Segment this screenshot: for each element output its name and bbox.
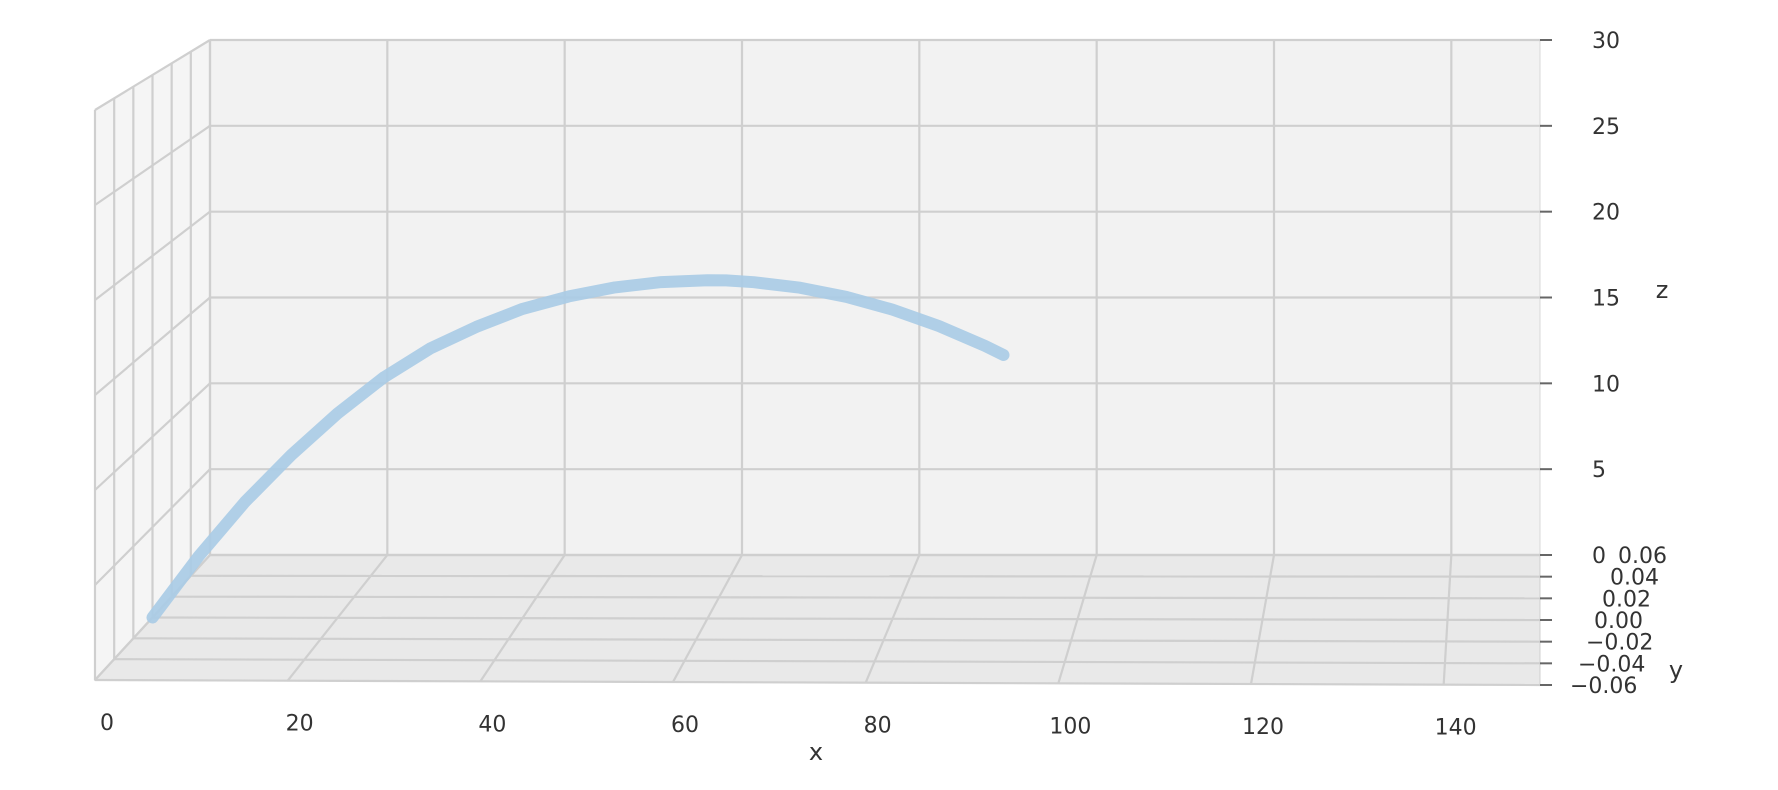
x-tick-label: 140 [1435,716,1477,741]
x-tick-label: 100 [1049,714,1091,739]
x-tick-label: 60 [671,713,699,738]
grid-line-y-floor [190,574,1541,578]
grid-line-y-floor [171,595,1541,600]
y-tick-label: −0.02 [1586,631,1653,656]
axes-panes [93,39,1541,686]
z-tick-label: 0 [1592,544,1606,569]
z-tick-label: 25 [1592,115,1620,140]
y-tick-label: −0.06 [1570,674,1637,699]
grid-line-y-floor [133,637,1541,643]
x-tick-label: 120 [1242,715,1284,740]
z-tick-label: 15 [1592,287,1620,312]
series-group [146,274,1010,624]
z-tick-label: 10 [1592,372,1620,397]
y-tick-label: −0.04 [1578,652,1645,677]
grid-line-y-floor [114,658,1541,665]
y-tick-label: 0.04 [1610,566,1659,591]
x-axis-label: x [809,738,823,766]
tick-labels: 0 20 40 60 80 100 120 140 0 5 10 15 20 25 30 −0.06−0.04… [100,29,1667,741]
x-tick-label: 80 [864,714,892,739]
x-tick-label: 40 [478,712,506,737]
x-tick-label: 0 [100,711,114,736]
grid-line-y-floor [94,678,1541,687]
y-axis-label: y [1669,656,1683,684]
z-axis-label: z [1656,276,1669,304]
z-tick-label: 30 [1592,29,1620,54]
z-tick-label: 20 [1592,201,1620,226]
x-tick-label: 20 [286,712,314,737]
grid-line-y-floor [152,616,1541,622]
z-tick-label: 5 [1592,458,1606,483]
y-tick-label: 0.06 [1618,544,1667,569]
y-tick-label: 0.02 [1602,587,1651,612]
y-tick-label: 0.00 [1594,609,1643,634]
